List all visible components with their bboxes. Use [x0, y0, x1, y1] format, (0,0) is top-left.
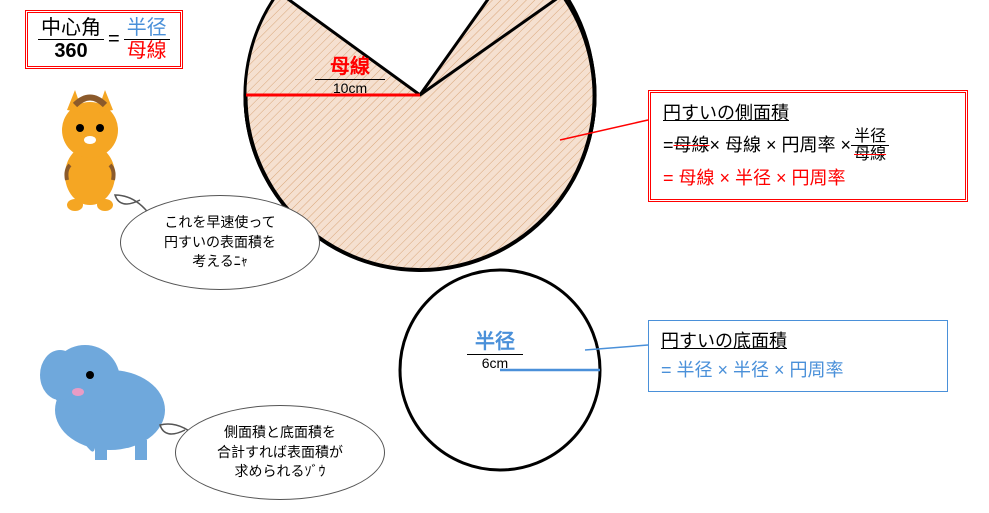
- sector-label-title: 母線: [290, 50, 410, 79]
- base-area-box: 円すいの底面積 = 半径 × 半径 × 円周率: [648, 320, 948, 392]
- lateral-frac-num: 半径: [851, 128, 889, 147]
- cat-speech-text: これを早速使って 円すいの表面積を 考えるﾆｬ: [164, 213, 276, 272]
- base-box-title: 円すいの底面積: [661, 327, 935, 356]
- base-label-group: 半径 6cm: [440, 325, 550, 373]
- elephant-illustration: [40, 345, 165, 460]
- lateral-line1-strike1: 母線: [674, 131, 710, 160]
- lateral-area-box: 円すいの側面積 = 母線 × 母線 × 円周率 × 半径 母線 = 母線 × 半…: [648, 90, 968, 202]
- cat-speech-bubble: これを早速使って 円すいの表面積を 考えるﾆｬ: [120, 195, 320, 290]
- base-box-line1: = 半径 × 半径 × 円周率: [661, 356, 935, 385]
- lateral-box-line2: = 母線 × 半径 × 円周率: [663, 164, 953, 193]
- lateral-box-line1: = 母線 × 母線 × 円周率 × 半径 母線: [663, 128, 953, 164]
- lateral-line1-frac: 半径 母線: [851, 128, 889, 164]
- sector-radius-text: 10cm: [315, 79, 385, 96]
- lateral-box-title: 円すいの側面積: [663, 99, 953, 128]
- sector-label-group: 母線 10cm: [290, 50, 410, 98]
- lateral-line1-eq: =: [663, 131, 674, 160]
- lateral-frac-den: 母線: [851, 146, 889, 164]
- base-radius-text: 6cm: [467, 354, 523, 371]
- elephant-speech-text: 側面積と底面積を 合計すれば表面積が 求められるｿﾞｳ: [217, 423, 343, 482]
- lateral-line1-mid: × 母線 × 円周率 ×: [710, 131, 852, 160]
- elephant-speech-bubble: 側面積と底面積を 合計すれば表面積が 求められるｿﾞｳ: [175, 405, 385, 500]
- base-label-title: 半径: [440, 325, 550, 354]
- cat-illustration: [62, 90, 118, 211]
- leader-to-base-box: [585, 345, 648, 350]
